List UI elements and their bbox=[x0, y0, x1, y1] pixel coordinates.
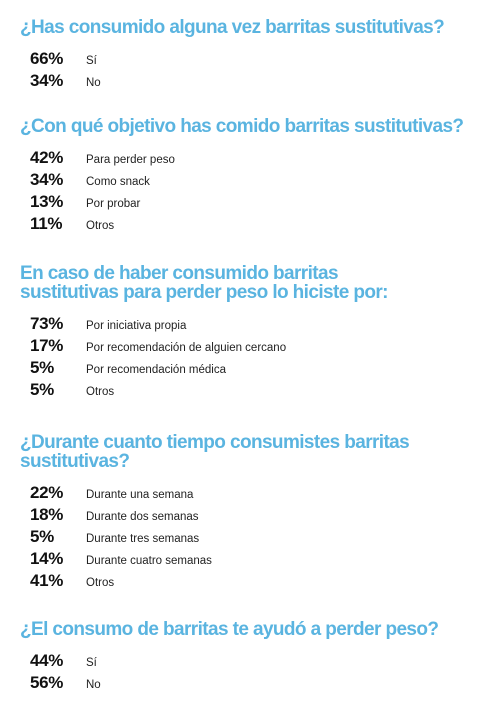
question-heading: ¿Durante cuanto tiempo consumistes barri… bbox=[20, 432, 410, 472]
answer-row: 22% Durante una semana bbox=[20, 483, 490, 505]
answer-percentage: 17% bbox=[30, 336, 64, 355]
answer-label: Sí bbox=[86, 55, 97, 67]
answer-label: Por probar bbox=[86, 198, 141, 210]
answer-row: 5% Durante tres semanas bbox=[20, 527, 490, 549]
answer-label: Durante tres semanas bbox=[86, 533, 200, 545]
answer-row: 34% No bbox=[20, 71, 490, 93]
answer-label: Para perder peso bbox=[86, 154, 175, 166]
answer-row: 34% Como snack bbox=[20, 170, 490, 192]
answer-percentage: 5% bbox=[30, 527, 54, 546]
answer-list: 66% Sí 34% No bbox=[20, 49, 490, 93]
answer-row: 5% Otros bbox=[20, 380, 490, 402]
answer-row: 11% Otros bbox=[20, 214, 490, 236]
answer-row: 66% Sí bbox=[20, 49, 490, 71]
answer-row: 18% Durante dos semanas bbox=[20, 505, 490, 527]
answer-row: 56% No bbox=[20, 673, 490, 695]
answer-percentage: 34% bbox=[30, 170, 64, 189]
answer-label: Durante dos semanas bbox=[86, 511, 199, 523]
answer-row: 5% Por recomendación médica bbox=[20, 358, 490, 380]
answer-row: 41% Otros bbox=[20, 571, 490, 593]
answer-percentage: 42% bbox=[30, 148, 64, 167]
answer-percentage: 66% bbox=[30, 49, 64, 68]
answer-percentage: 18% bbox=[30, 505, 64, 524]
answer-percentage: 22% bbox=[30, 483, 64, 502]
answer-percentage: 41% bbox=[30, 571, 64, 590]
question-heading: En caso de haber consumido barritas sust… bbox=[20, 263, 388, 303]
answer-percentage: 5% bbox=[30, 380, 54, 399]
answer-row: 14% Durante cuatro semanas bbox=[20, 549, 490, 571]
answer-list: 22% Durante una semana 18% Durante dos s… bbox=[20, 483, 490, 593]
answer-percentage: 34% bbox=[30, 71, 64, 90]
answer-percentage: 14% bbox=[30, 549, 64, 568]
answer-list: 44% Sí 56% No bbox=[20, 651, 490, 695]
answer-label: Por recomendación médica bbox=[86, 364, 226, 376]
answer-percentage: 44% bbox=[30, 651, 64, 670]
question-heading: ¿El consumo de barritas te ayudó a perde… bbox=[20, 619, 439, 640]
answer-label: Por iniciativa propia bbox=[86, 320, 187, 332]
answer-row: 13% Por probar bbox=[20, 192, 490, 214]
survey-section-consumption: ¿Has consumido alguna vez barritas susti… bbox=[20, 18, 490, 93]
answer-list: 42% Para perder peso 34% Como snack 13% … bbox=[20, 148, 490, 236]
answer-label: Durante cuatro semanas bbox=[86, 555, 212, 567]
answer-label: Otros bbox=[86, 577, 115, 589]
answer-label: Como snack bbox=[86, 176, 150, 188]
answer-list: 73% Por iniciativa propia 17% Por recome… bbox=[20, 314, 490, 402]
answer-row: 73% Por iniciativa propia bbox=[20, 314, 490, 336]
question-heading: ¿Has consumido alguna vez barritas susti… bbox=[20, 17, 445, 38]
answer-row: 17% Por recomendación de alguien cercano bbox=[20, 336, 490, 358]
answer-row: 44% Sí bbox=[20, 651, 490, 673]
answer-label: No bbox=[86, 77, 101, 89]
answer-label: Otros bbox=[86, 386, 115, 398]
answer-label: Sí bbox=[86, 657, 97, 669]
answer-row: 42% Para perder peso bbox=[20, 148, 490, 170]
answer-label: Otros bbox=[86, 220, 115, 232]
answer-percentage: 11% bbox=[30, 214, 63, 233]
survey-section-duration: ¿Durante cuanto tiempo consumistes barri… bbox=[20, 433, 490, 593]
answer-label: Por recomendación de alguien cercano bbox=[86, 342, 287, 354]
question-heading: ¿Con qué objetivo has comido barritas su… bbox=[20, 116, 464, 137]
answer-label: No bbox=[86, 679, 101, 691]
survey-section-result: ¿El consumo de barritas te ayudó a perde… bbox=[20, 620, 490, 695]
answer-percentage: 13% bbox=[30, 192, 64, 211]
survey-section-objective: ¿Con qué objetivo has comido barritas su… bbox=[20, 117, 490, 236]
answer-percentage: 73% bbox=[30, 314, 64, 333]
answer-label: Durante una semana bbox=[86, 489, 194, 501]
answer-percentage: 56% bbox=[30, 673, 64, 692]
survey-section-reason: En caso de haber consumido barritas sust… bbox=[20, 264, 490, 402]
answer-percentage: 5% bbox=[30, 358, 54, 377]
